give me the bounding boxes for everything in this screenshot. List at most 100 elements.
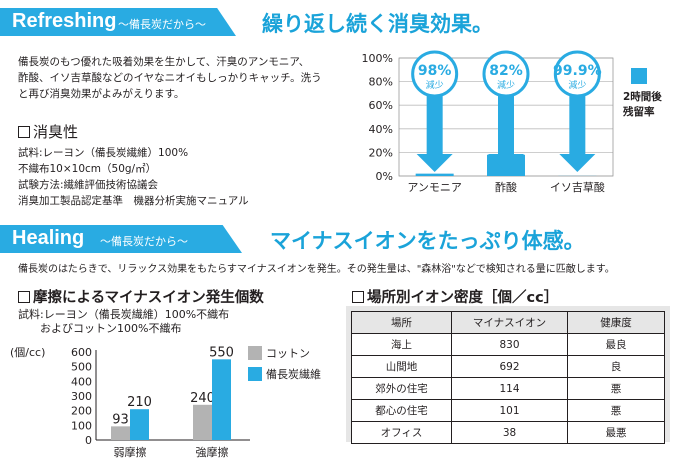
test-info-line: 試料:レーヨン（備長炭繊維）100% <box>18 147 189 159</box>
table-cell: 良 <box>567 355 665 378</box>
data-label: 240 <box>190 391 215 406</box>
table-cell: 悪 <box>567 399 665 422</box>
reduction-circle <box>553 50 601 98</box>
y-tick-label: 100% <box>362 52 393 65</box>
density-title-text: 場所別イオン密度［個／cc］ <box>367 290 559 306</box>
column-header: 健康度 <box>567 311 665 334</box>
table-cell: 悪 <box>567 377 665 400</box>
table-cell: 830 <box>451 333 568 356</box>
reduction-arrow-head <box>488 154 524 172</box>
table-cell: 692 <box>451 355 568 378</box>
y-tick-label: 0 <box>85 434 92 447</box>
reduction-word: 減少 <box>568 79 586 91</box>
legend-label: 残留率 <box>623 105 655 118</box>
friction-title: 摩擦によるマイナスイオン発生個数 <box>18 286 264 307</box>
refreshing-paragraph-line: 備長炭のもつ優れた吸着効果を生かして、汗臭のアンモニア、 <box>18 56 310 68</box>
reduction-circle <box>482 50 530 98</box>
x-category-label: 酢酸 <box>495 180 517 194</box>
y-tick-label: 60% <box>369 99 393 112</box>
healing-banner-sub: ～備長炭だから～ <box>100 235 188 248</box>
legend-swatch <box>631 68 647 84</box>
deodorant-test-info: 試料:レーヨン（備長炭繊維）100% 不織布10×10cm（50g/㎡） 試験方… <box>18 145 249 209</box>
table-cell: 都心の住宅 <box>351 399 452 422</box>
reduction-word: 減少 <box>426 79 444 91</box>
legend-label: 備長炭繊維 <box>266 368 321 381</box>
reduction-arrow <box>498 84 514 154</box>
density-table: 場所 マイナスイオン 健康度 海上 830 最良 山間地 692 良郊外の住宅 114 悪都心… <box>351 311 665 444</box>
reduction-percent: 98% <box>418 63 452 79</box>
checkbox-square-icon <box>18 291 30 303</box>
test-info-line: 試験方法:繊維評価技術協議会 <box>18 179 159 191</box>
reduction-percent: 99.9% <box>553 63 602 79</box>
table-cell: 郊外の住宅 <box>351 377 452 400</box>
y-tick-label: 300 <box>71 390 92 403</box>
table-row: 郊外の住宅 114 悪 <box>351 377 665 400</box>
cotton-bar <box>193 404 212 440</box>
y-axis-unit: (個/cc) <box>10 346 45 359</box>
refreshing-headline: 繰り返し続く消臭効果。 <box>262 12 493 36</box>
column-header: マイナスイオン <box>451 311 568 334</box>
table-header-row: 場所 マイナスイオン 健康度 <box>351 311 665 334</box>
y-tick-label: 20% <box>369 146 393 159</box>
reduction-word: 減少 <box>497 79 515 91</box>
density-table-body: 海上 830 最良 山間地 692 良郊外の住宅 114 悪都心の住宅 101 悪オフィス 38 最悪 <box>351 333 665 444</box>
legend-swatch <box>248 346 262 360</box>
x-category-label: 弱摩擦 <box>114 445 147 459</box>
y-tick-label: 0% <box>376 170 393 183</box>
refreshing-paragraph-line: 酢酸、イソ吉草酸などのイヤなニオイもしっかりキャッチ。洗う <box>18 72 322 84</box>
legend-swatch <box>248 367 262 381</box>
reduction-arrow-head <box>559 154 596 172</box>
x-category-label: 強摩擦 <box>196 445 229 459</box>
table-cell: 最良 <box>567 333 665 356</box>
table-cell: オフィス <box>351 421 452 444</box>
table-row: 都心の住宅 101 悪 <box>351 399 665 422</box>
y-tick-label: 200 <box>71 405 92 418</box>
test-info-line: 消臭加工製品認定基準 機器分析実施マニュアル <box>18 195 249 207</box>
table-cell: 山間地 <box>351 355 452 378</box>
friction-sample-line: 試料:レーヨン（備長炭繊維）100%不織布 <box>18 308 230 321</box>
refreshing-paragraph-line: と再び消臭効果がよみがえります。 <box>18 88 185 100</box>
legend-label: 2時間後 <box>623 90 662 103</box>
healing-paragraph: 備長炭のはたらきで、リラックス効果をもたらすマイナスイオンを発生。その発生量は、… <box>18 264 615 275</box>
friction-sample: 試料:レーヨン（備長炭繊維）100%不織布 およびコットン100%不織布 <box>18 308 229 336</box>
reduction-arrow <box>426 84 443 154</box>
healing-banner-title: Healing <box>12 227 85 249</box>
density-title: 場所別イオン密度［個／cc］ <box>352 286 558 307</box>
refreshing-banner-sub: ～備長炭だから～ <box>118 18 206 31</box>
refreshing-paragraph: 備長炭のもつ優れた吸着効果を生かして、汗臭のアンモニア、 酢酸、イソ吉草酸などの… <box>18 54 322 102</box>
x-category-label: アンモニア <box>407 181 462 194</box>
checkbox-square-icon <box>352 291 364 303</box>
table-cell: 114 <box>451 377 568 400</box>
table-row: 海上 830 最良 <box>351 333 665 356</box>
deodorant-title: 消臭性 <box>18 121 78 142</box>
healing-banner: Healing ～備長炭だから～ <box>0 225 242 253</box>
legend-label: コットン <box>266 347 310 360</box>
table-row: オフィス 38 最悪 <box>351 421 665 444</box>
y-tick-label: 500 <box>71 361 92 374</box>
data-label: 93 <box>112 412 129 427</box>
data-label: 550 <box>209 345 234 360</box>
reduction-arrow <box>569 84 586 154</box>
deodorant-title-text: 消臭性 <box>33 123 79 141</box>
refreshing-banner-title: Refreshing <box>12 10 117 32</box>
healing-headline: マイナスイオンをたっぷり体感。 <box>270 229 585 253</box>
y-tick-label: 100 <box>71 419 92 432</box>
table-cell: 海上 <box>351 333 452 356</box>
data-label: 210 <box>127 395 152 410</box>
friction-title-text: 摩擦によるマイナスイオン発生個数 <box>33 290 264 306</box>
reduction-percent: 82% <box>489 63 523 79</box>
y-tick-label: 40% <box>369 123 393 136</box>
refreshing-banner: Refreshing ～備長炭だから～ <box>0 8 236 36</box>
test-info-line: 不織布10×10cm（50g/㎡） <box>18 163 157 175</box>
reduction-circle <box>411 50 459 98</box>
table-cell: 38 <box>451 421 568 444</box>
column-header: 場所 <box>351 311 452 334</box>
checkbox-square-icon <box>18 126 30 138</box>
deodorant-chart: 100%80%60%40%20%0%98%減少アンモニア82%減少酢酸99.9%… <box>362 50 662 194</box>
charcoal-bar <box>212 359 231 440</box>
table-cell: 最悪 <box>567 421 665 444</box>
charcoal-bar <box>130 409 149 440</box>
cotton-bar <box>111 426 130 440</box>
y-tick-label: 80% <box>369 76 393 89</box>
